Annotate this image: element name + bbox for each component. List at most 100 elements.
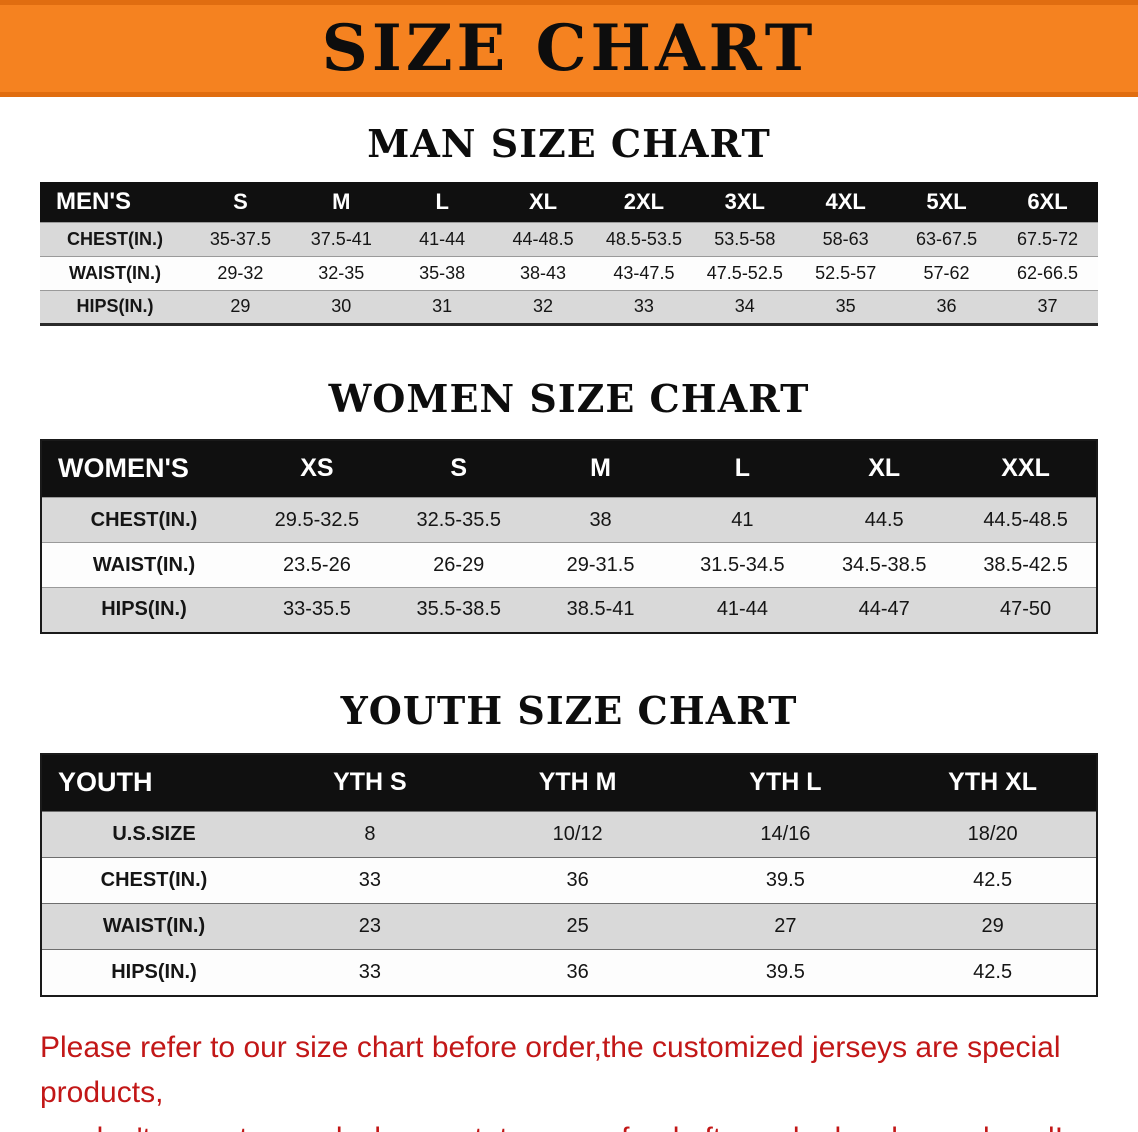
row-label: HIPS(IN.) bbox=[76, 296, 154, 316]
size-value: 39.5 bbox=[765, 960, 805, 983]
women-size-col: XL bbox=[868, 454, 901, 483]
size-value: 35-37.5 bbox=[209, 228, 271, 249]
size-value: 32 bbox=[533, 296, 554, 316]
size-value: 30 bbox=[331, 296, 352, 316]
men-size-col: 2XL bbox=[623, 188, 665, 214]
disclaimer-note: Please refer to our size chart before or… bbox=[40, 1025, 1110, 1132]
women-corner-label: WOMEN'S bbox=[58, 453, 189, 484]
size-value: 39.5 bbox=[765, 869, 805, 891]
men-size-col: 5XL bbox=[926, 188, 967, 214]
youth-size-col: YTH S bbox=[333, 768, 407, 797]
men-size-col: L bbox=[435, 188, 449, 214]
size-value: 29-31.5 bbox=[566, 553, 635, 576]
men-header-row: MEN'S S M L XL 2XL 3XL 4XL 5XL 6XL bbox=[40, 182, 1098, 222]
youth-corner-label: YOUTH bbox=[58, 767, 153, 798]
size-value: 31.5-34.5 bbox=[700, 553, 785, 576]
size-value: 25 bbox=[566, 915, 589, 937]
women-chest-row: CHEST(IN.) 29.5-32.5 32.5-35.5 38 41 44.… bbox=[41, 497, 1097, 543]
size-value: 44-47 bbox=[858, 598, 910, 621]
row-label: HIPS(IN.) bbox=[101, 598, 187, 621]
size-value: 29 bbox=[981, 915, 1004, 937]
size-value: 14/16 bbox=[760, 823, 811, 845]
page-title: SIZE CHART bbox=[321, 11, 817, 86]
row-label: WAIST(IN.) bbox=[69, 262, 161, 283]
youth-size-table: YOUTH YTH S YTH M YTH L YTH XL U.S.SIZE … bbox=[40, 752, 1098, 997]
row-label: CHEST(IN.) bbox=[67, 228, 163, 249]
men-size-col: 6XL bbox=[1027, 188, 1068, 214]
size-value: 31 bbox=[432, 296, 453, 316]
men-size-table: MEN'S S M L XL 2XL 3XL 4XL 5XL 6XL CHEST… bbox=[40, 182, 1098, 326]
row-label: HIPS(IN.) bbox=[111, 960, 197, 983]
women-header-row: WOMEN'S XS S M L XL XXL bbox=[41, 439, 1097, 498]
size-value: 42.5 bbox=[973, 869, 1013, 891]
men-waist-row: WAIST(IN.) 29-32 32-35 35-38 38-43 43-47… bbox=[40, 256, 1098, 290]
size-value: 37.5-41 bbox=[310, 228, 372, 249]
youth-hips-row: HIPS(IN.) 33 36 39.5 42.5 bbox=[41, 949, 1097, 996]
size-value: 41-44 bbox=[716, 598, 768, 621]
women-hips-row: HIPS(IN.) 33-35.5 35.5-38.5 38.5-41 41-4… bbox=[41, 587, 1097, 633]
size-value: 38 bbox=[589, 508, 612, 531]
size-value: 35 bbox=[835, 296, 856, 316]
men-section-heading: MAN SIZE CHART bbox=[367, 121, 771, 166]
size-value: 33 bbox=[358, 869, 381, 891]
size-value: 36 bbox=[566, 869, 589, 891]
size-value: 33 bbox=[633, 296, 654, 316]
size-value: 47-50 bbox=[999, 598, 1052, 621]
size-value: 10/12 bbox=[552, 823, 603, 845]
size-value: 43-47.5 bbox=[613, 262, 675, 283]
size-value: 32-35 bbox=[318, 262, 365, 283]
size-value: 35-38 bbox=[419, 262, 466, 283]
men-size-section: MAN SIZE CHART MEN'S S M L XL 2XL 3XL 4X… bbox=[0, 121, 1138, 326]
women-section-heading: WOMEN SIZE CHART bbox=[328, 375, 810, 421]
size-value: 63-67.5 bbox=[916, 228, 978, 249]
size-value: 33 bbox=[358, 960, 381, 983]
size-value: 62-66.5 bbox=[1016, 262, 1079, 283]
disclaimer-line-1: Please refer to our size chart before or… bbox=[40, 1030, 1061, 1110]
women-size-section: WOMEN SIZE CHART WOMEN'S XS S M L XL XXL… bbox=[0, 376, 1138, 634]
size-value: 29.5-32.5 bbox=[274, 508, 360, 531]
size-value: 47.5-52.5 bbox=[706, 262, 783, 283]
size-value: 44-48.5 bbox=[512, 228, 574, 249]
size-value: 26-29 bbox=[433, 553, 485, 576]
size-value: 44.5 bbox=[864, 508, 904, 531]
youth-size-section: YOUTH SIZE CHART YOUTH YTH S YTH M YTH L… bbox=[0, 688, 1138, 997]
size-value: 41 bbox=[731, 508, 754, 531]
men-size-col: M bbox=[332, 188, 351, 214]
women-waist-row: WAIST(IN.) 23.5-26 26-29 29-31.5 31.5-34… bbox=[41, 542, 1097, 588]
size-value: 18/20 bbox=[967, 823, 1018, 845]
youth-size-col: YTH L bbox=[749, 768, 822, 797]
size-value: 29-32 bbox=[217, 262, 264, 283]
row-label: WAIST(IN.) bbox=[102, 915, 206, 937]
men-size-col: 3XL bbox=[724, 188, 765, 214]
size-value: 37 bbox=[1037, 296, 1058, 316]
size-value: 48.5-53.5 bbox=[605, 228, 682, 249]
youth-size-col: YTH XL bbox=[948, 768, 1038, 797]
size-value: 23 bbox=[358, 915, 381, 937]
size-value: 57-62 bbox=[923, 262, 970, 283]
women-size-col: L bbox=[734, 454, 751, 483]
size-value: 34 bbox=[734, 296, 755, 316]
men-size-col: S bbox=[233, 188, 248, 214]
women-size-table: WOMEN'S XS S M L XL XXL CHEST(IN.) 29.5-… bbox=[40, 438, 1098, 634]
size-value: 34.5-38.5 bbox=[841, 553, 927, 576]
size-value: 33-35.5 bbox=[282, 598, 351, 621]
size-value: 35.5-38.5 bbox=[416, 598, 501, 621]
size-value: 29 bbox=[230, 296, 251, 316]
men-size-col: XL bbox=[529, 188, 558, 214]
size-value: 38-43 bbox=[520, 262, 567, 283]
size-value: 36 bbox=[936, 296, 957, 316]
row-label: U.S.SIZE bbox=[112, 823, 196, 845]
youth-waist-row: WAIST(IN.) 23 25 27 29 bbox=[41, 903, 1097, 950]
size-value: 8 bbox=[364, 823, 376, 845]
size-value: 27 bbox=[774, 915, 797, 937]
size-value: 52.5-57 bbox=[815, 262, 877, 283]
size-value: 36 bbox=[566, 960, 589, 983]
banner: SIZE CHART bbox=[0, 0, 1138, 97]
men-hips-row: HIPS(IN.) 29 30 31 32 33 34 35 36 37 bbox=[40, 290, 1098, 324]
women-size-col: XXL bbox=[1001, 454, 1050, 483]
size-value: 32.5-35.5 bbox=[416, 508, 501, 531]
youth-header-row: YOUTH YTH S YTH M YTH L YTH XL bbox=[41, 753, 1097, 812]
women-size-col: XS bbox=[300, 454, 334, 483]
size-value: 67.5-72 bbox=[1016, 228, 1079, 249]
